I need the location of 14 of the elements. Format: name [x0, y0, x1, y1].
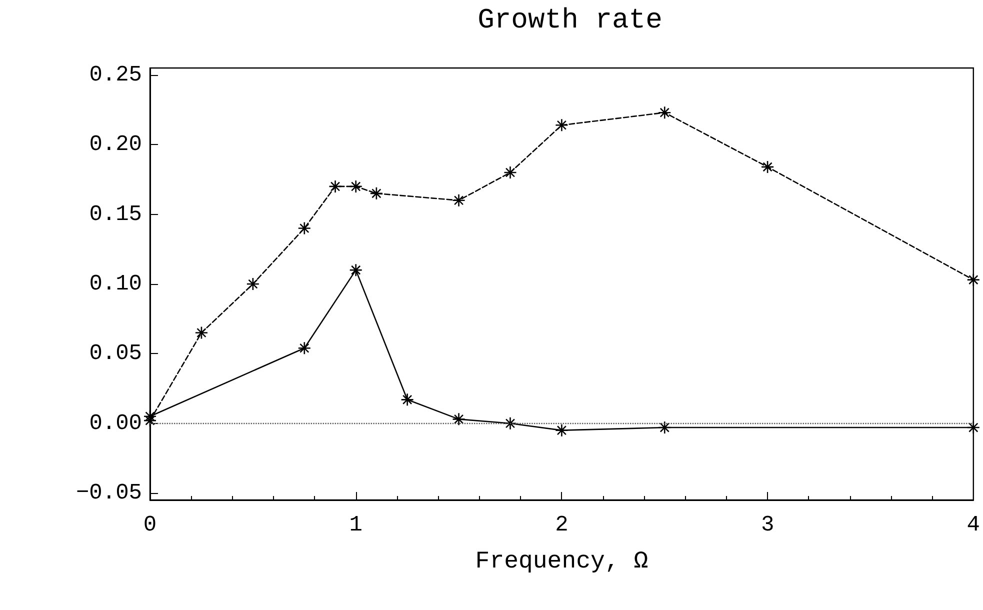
- x-tick-label: 0: [143, 512, 157, 538]
- y-tick-label: 0.05: [89, 341, 142, 366]
- x-axis-title: Frequency, Ω: [475, 548, 648, 576]
- y-tick-label: 0.20: [89, 132, 142, 158]
- x-tick-label: 2: [555, 512, 568, 538]
- x-tick-label: 1: [349, 512, 362, 538]
- y-tick-label: −0.05: [76, 480, 142, 506]
- x-tick-label: 4: [966, 512, 980, 538]
- chart-title: Growth rate: [478, 6, 662, 36]
- y-tick-label: 0.10: [89, 272, 142, 296]
- y-tick-label: 0.00: [89, 410, 142, 436]
- x-tick-label: 3: [760, 512, 774, 538]
- y-tick-label: 0.15: [89, 202, 142, 227]
- y-tick-label: 0.25: [89, 62, 142, 88]
